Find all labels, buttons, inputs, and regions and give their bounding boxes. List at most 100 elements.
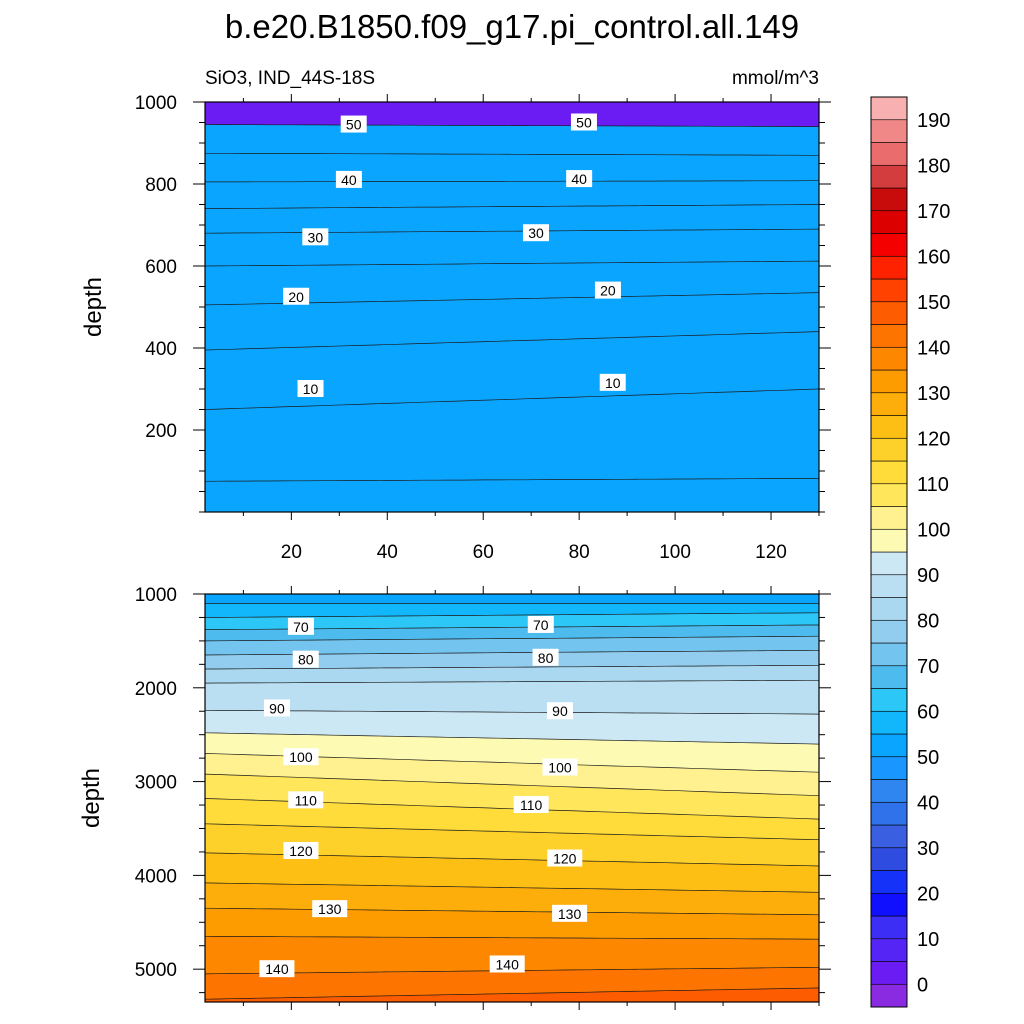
contour-label-box [566, 170, 593, 188]
lower-x-ticks [242, 586, 820, 1010]
contour-label-text: 40 [341, 172, 357, 188]
colorbar-box [870, 255, 908, 280]
colorbar-tick-label: 60 [917, 701, 939, 723]
contour-label-text: 10 [303, 381, 319, 397]
contour-label-text: 140 [265, 961, 289, 977]
contour-label: 40 [335, 170, 362, 188]
contour-label-box [283, 287, 310, 305]
colorbar-box [870, 915, 908, 940]
colorbar-tick-label: 30 [917, 838, 939, 860]
contour-label-box [263, 699, 290, 717]
colorbar-box [870, 779, 908, 803]
colorbar-box [870, 96, 908, 121]
colorbar-tick-label: 110 [917, 474, 949, 496]
contour-line [205, 612, 819, 618]
colorbar-frame [870, 96, 908, 1008]
colorbar-box [870, 460, 908, 485]
contour-line [205, 152, 819, 156]
colorbar-box [870, 164, 908, 189]
contour-line [205, 124, 819, 127]
contour-label-box [287, 617, 314, 635]
contour-label: 90 [546, 702, 573, 720]
contour-label: 20 [594, 281, 621, 299]
contour-label: 110 [513, 796, 549, 814]
colorbar-box [870, 619, 908, 644]
contour-label-box [546, 702, 573, 720]
contour-label-box [542, 758, 578, 776]
colorbar-tick-label: 100 [917, 519, 950, 541]
colorbar-box [870, 665, 908, 689]
colorbar-box [870, 369, 908, 394]
contour-label-box [599, 373, 626, 391]
y-tick-label: 800 [145, 175, 177, 196]
contour-label-text: 110 [520, 797, 543, 813]
contour-label-box [532, 648, 559, 666]
contour-label-text: 10 [605, 375, 621, 391]
contour-label-text: 120 [553, 850, 577, 866]
contour-label-box [340, 115, 367, 133]
colorbar-box [870, 324, 908, 348]
units-label: mmol/m^3 [732, 68, 819, 89]
x-tick-label: 100 [659, 542, 691, 563]
contour-label: 120 [283, 841, 319, 859]
contour-label: 20 [283, 287, 310, 305]
contour-label-text: 40 [571, 171, 587, 187]
colorbar-tick-label: 150 [917, 292, 950, 314]
contour-label-text: 80 [298, 652, 314, 668]
contour-band [205, 124, 819, 512]
contour-label-box [292, 650, 319, 668]
contour-label-text: 80 [538, 650, 554, 666]
colorbar-box [870, 437, 908, 462]
x-tick-label: 40 [377, 542, 398, 563]
y-tick-label: 2000 [135, 679, 177, 700]
contour-line [205, 709, 819, 715]
colorbar-tick-label: 70 [917, 656, 939, 678]
colorbar-box [870, 756, 908, 780]
contour-label: 130 [552, 904, 588, 922]
colorbar-box [870, 824, 908, 849]
y-tick-label: 5000 [135, 960, 177, 981]
colorbar-box [870, 278, 908, 303]
colorbar-box [870, 710, 908, 735]
colorbar-box [870, 892, 908, 917]
lower-plot-frame [204, 593, 820, 1003]
colorbar-box [870, 483, 908, 507]
x-tick-label: 120 [755, 542, 787, 563]
contour-label-text: 90 [269, 700, 285, 716]
contour-label: 70 [527, 615, 554, 633]
colorbar-box [870, 642, 908, 667]
colorbar-tick-label: 180 [917, 155, 950, 177]
variable-region-label: SiO3, IND_44S-18S [205, 68, 375, 89]
contour-label: 80 [532, 648, 559, 666]
upper-y-axis-label: depth [80, 277, 107, 337]
lower-y-ticks: 1000 2000 3000 4000 5000 [135, 585, 831, 994]
contour-label: 100 [283, 748, 319, 766]
contour-label: 50 [340, 115, 367, 133]
contour-label: 100 [542, 758, 578, 776]
y-tick-label: 1000 [135, 93, 177, 114]
colorbar-box [870, 597, 908, 621]
contour-label-text: 120 [289, 843, 313, 859]
colorbar-box [870, 187, 908, 212]
colorbar-box [870, 847, 908, 871]
contour-label-box [259, 960, 295, 978]
x-tick-label: 80 [569, 542, 590, 563]
colorbar-tick-label: 50 [917, 747, 939, 769]
x-tick-label: 60 [473, 542, 494, 563]
colorbar-box [870, 119, 908, 143]
contour-label: 80 [292, 650, 319, 668]
contour-label-text: 90 [552, 703, 568, 719]
contour-label-box [302, 228, 329, 246]
contour-line [205, 935, 819, 940]
y-tick-label: 200 [145, 421, 177, 442]
contour-line [205, 907, 819, 916]
contour-label-box [288, 791, 324, 809]
contour-label-text: 20 [288, 289, 304, 305]
contour-label: 70 [287, 617, 314, 635]
contour-label: 130 [312, 900, 348, 918]
contour-line [205, 664, 819, 670]
colorbar-tick-label: 90 [917, 565, 939, 587]
colorbar-box [870, 415, 908, 439]
contour-line [205, 773, 819, 797]
figure-title: b.e20.B1850.f09_g17.pi_control.all.149 [225, 8, 799, 45]
